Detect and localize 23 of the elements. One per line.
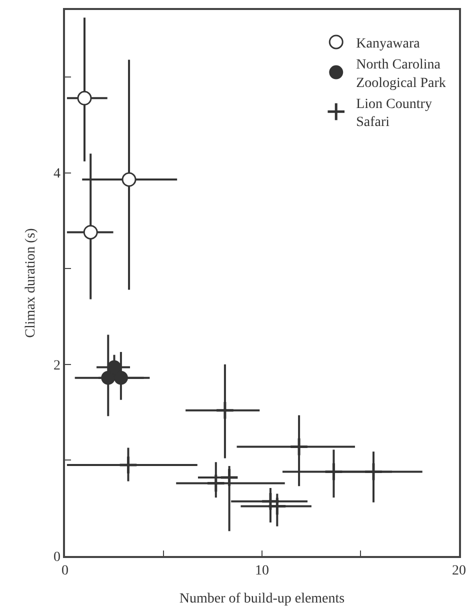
point	[324, 462, 344, 482]
point	[289, 437, 309, 456]
x-tick-label: 10	[255, 564, 269, 579]
y-tick-label: 4	[53, 166, 60, 182]
legend-label: North Carolina Zoological Park	[356, 58, 446, 91]
point	[215, 400, 235, 420]
legend-label: Kanyawara	[356, 36, 421, 52]
point	[122, 172, 136, 187]
point	[77, 90, 92, 106]
point	[101, 370, 116, 385]
point	[83, 224, 98, 240]
legend-label: Lion Country Safari	[356, 97, 432, 130]
y-axis-title: Climax duration (s)	[24, 228, 39, 338]
point	[114, 370, 128, 385]
point	[206, 474, 226, 493]
y-tick-label: 0	[53, 550, 60, 565]
x-tick-label: 20	[452, 564, 466, 579]
point	[107, 360, 122, 374]
point	[364, 462, 384, 482]
point	[220, 468, 239, 488]
y-tick-label: 2	[53, 358, 60, 374]
point	[118, 455, 138, 475]
x-axis-title: Number of build-up elements	[179, 591, 345, 606]
